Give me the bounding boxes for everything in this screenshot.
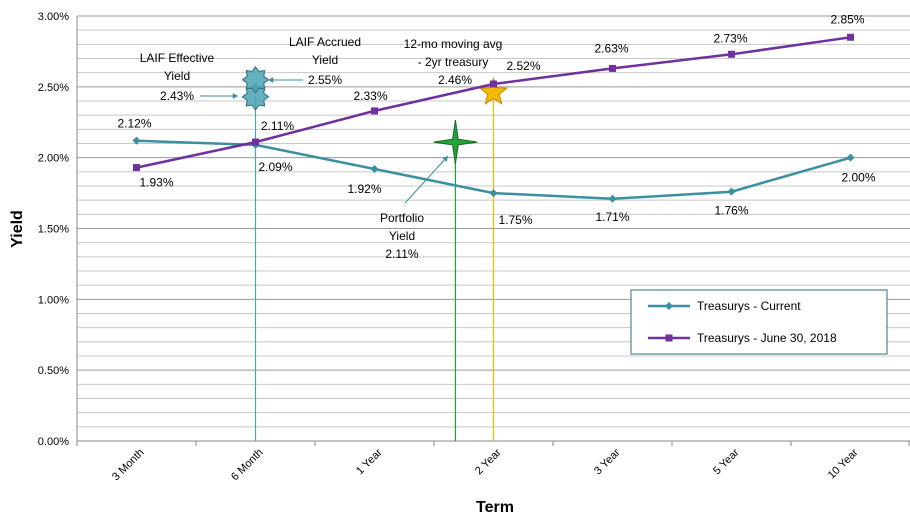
- laif-effective-label-line-2: Yield: [164, 69, 190, 83]
- moving-avg-label-line-1: 12-mo moving avg: [404, 37, 503, 51]
- legend-swatch-marker: [665, 334, 673, 342]
- portfolio-callout-arrowhead: [442, 156, 448, 162]
- series-1-point: [252, 138, 259, 146]
- portfolio-value-label: 2.11%: [385, 247, 418, 261]
- legend-swatch-marker: [665, 302, 673, 310]
- x-tick-label: 3 Year: [592, 446, 623, 477]
- series-0-point: [727, 187, 736, 196]
- laif-accrued-label-line-2: Yield: [312, 53, 338, 67]
- data-label: 1.93%: [139, 176, 173, 190]
- series-0-point: [489, 189, 498, 198]
- y-axis-title: Yield: [9, 210, 26, 248]
- data-label: 2.63%: [594, 41, 628, 55]
- laif-accrued-callout-arrowhead: [268, 77, 274, 83]
- data-label: 2.11%: [261, 119, 294, 133]
- series-0-point: [608, 194, 617, 203]
- data-label: 2.52%: [506, 59, 540, 73]
- laif-accrued-label-line-1: LAIF Accrued: [289, 35, 361, 49]
- series-1-point: [490, 80, 497, 88]
- y-tick-label: 3.00%: [38, 11, 69, 23]
- y-tick-label: 0.50%: [38, 365, 69, 377]
- x-tick-label: 5 Year: [711, 446, 742, 477]
- data-labels: 2.12% 2.09% 1.92% 1.75% 1.71% 1.76% 2.00% 1.93%…: [117, 12, 875, 261]
- y-tick-label: 2.00%: [38, 153, 69, 165]
- y-tick-label: 2.50%: [38, 82, 69, 94]
- data-label: 1.76%: [714, 204, 748, 218]
- x-tick-label: 10 Year: [826, 446, 861, 481]
- data-label: 2.00%: [841, 171, 875, 185]
- series-0-point: [132, 136, 141, 145]
- x-axis-ticks: 3 Month 6 Month 1 Year 2 Year 3 Year 5 Year 10…: [76, 441, 910, 484]
- laif-effective-star-marker: [241, 82, 270, 111]
- laif-effective-label-line-1: LAIF Effective: [140, 51, 215, 65]
- portfolio-callout-line: [404, 155, 449, 204]
- portfolio-star-marker: [433, 120, 478, 165]
- portfolio-label-line-2: Yield: [389, 229, 415, 243]
- data-label: 2.85%: [830, 12, 864, 26]
- y-tick-label: 0.00%: [38, 436, 69, 448]
- series-1-point: [728, 50, 735, 58]
- x-tick-label: 1 Year: [354, 446, 385, 477]
- series-1-point: [609, 64, 616, 72]
- x-axis-title: Term: [476, 499, 514, 514]
- series-lines: [132, 33, 855, 203]
- x-tick-label: 6 Month: [229, 447, 266, 484]
- laif-effective-callout-arrowhead: [232, 93, 238, 99]
- y-tick-label: 1.00%: [38, 294, 69, 306]
- laif-accrued-value-label: 2.55%: [308, 73, 342, 87]
- y-axis-ticks: 0.00% 0.50% 1.00% 1.50% 2.00% 2.50% 3.00%: [38, 11, 69, 448]
- legend-entry-label: Treasurys - June 30, 2018: [697, 331, 837, 345]
- laif-effective-value-label: 2.43%: [160, 89, 194, 103]
- series-1-point: [847, 33, 854, 41]
- moving-avg-value-label: 2.46%: [438, 73, 472, 87]
- data-label: 2.09%: [258, 160, 292, 174]
- legend-box: [630, 289, 888, 355]
- laif-accrued-star-marker: [241, 65, 270, 94]
- data-label: 1.71%: [595, 210, 629, 224]
- reference-markers: [241, 65, 509, 441]
- y-tick-label: 1.50%: [38, 224, 69, 236]
- x-tick-label: 3 Month: [110, 447, 147, 484]
- data-label: 1.75%: [498, 213, 532, 227]
- data-label: 2.12%: [117, 117, 151, 131]
- series-0-point: [846, 153, 855, 162]
- series-0-point: [370, 165, 379, 173]
- moving-avg-star-marker: [478, 77, 509, 105]
- series-1-point: [371, 107, 378, 115]
- moving-avg-label-line-2: - 2yr treasury: [418, 55, 489, 69]
- x-tick-label: 2 Year: [473, 446, 504, 477]
- legend: Treasurys - Current Treasurys - June 30, …: [630, 289, 888, 355]
- legend-entry-label: Treasurys - Current: [697, 299, 801, 313]
- data-label: 2.73%: [713, 31, 747, 45]
- series-1-point: [133, 164, 140, 172]
- portfolio-label-line-1: Portfolio: [380, 211, 424, 225]
- data-label: 1.92%: [347, 182, 381, 196]
- data-label: 2.33%: [353, 89, 387, 103]
